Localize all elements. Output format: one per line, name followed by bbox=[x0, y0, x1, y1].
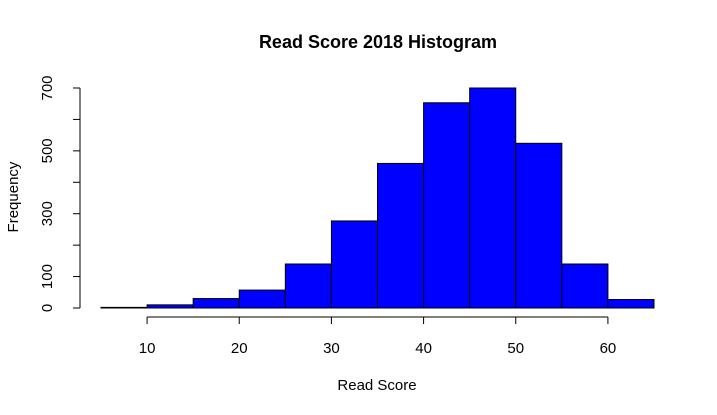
y-tick-label-500: 500 bbox=[39, 138, 56, 163]
histogram-bar-60-65 bbox=[607, 299, 655, 309]
histogram-bar-35-40 bbox=[377, 162, 425, 309]
x-axis: 10 20 30 40 50 60 bbox=[139, 316, 617, 357]
y-axis: 0 100 300 500 700 bbox=[39, 75, 81, 312]
x-tick-label-60: 60 bbox=[600, 340, 617, 357]
histogram-bar-10-15 bbox=[146, 304, 194, 309]
histogram-bar-55-60 bbox=[561, 263, 609, 309]
x-tick-label-50: 50 bbox=[507, 340, 524, 357]
histogram-bar-15-20 bbox=[192, 298, 240, 309]
x-tick-label-30: 30 bbox=[323, 340, 340, 357]
histogram-bar-45-50 bbox=[469, 87, 517, 309]
x-tick-label-20: 20 bbox=[231, 340, 248, 357]
y-axis-label: Frequency bbox=[5, 161, 22, 232]
y-tick-label-0: 0 bbox=[39, 304, 56, 312]
y-tick-label-700: 700 bbox=[39, 75, 56, 100]
x-axis-label: Read Score bbox=[337, 377, 416, 394]
histogram-bar-5-10 bbox=[100, 306, 148, 309]
x-tick-label-40: 40 bbox=[415, 340, 432, 357]
chart-title: Read Score 2018 Histogram bbox=[259, 32, 497, 52]
y-tick-label-300: 300 bbox=[39, 201, 56, 226]
histogram-bar-30-35 bbox=[330, 220, 378, 309]
x-tick-label-10: 10 bbox=[139, 340, 156, 357]
y-tick-label-100: 100 bbox=[39, 264, 56, 289]
histogram-bar-50-55 bbox=[515, 142, 563, 309]
histogram-bar-40-45 bbox=[423, 102, 471, 309]
bars-group bbox=[100, 87, 655, 309]
histogram-bar-25-30 bbox=[284, 263, 332, 309]
histogram-bar-20-25 bbox=[238, 289, 286, 309]
